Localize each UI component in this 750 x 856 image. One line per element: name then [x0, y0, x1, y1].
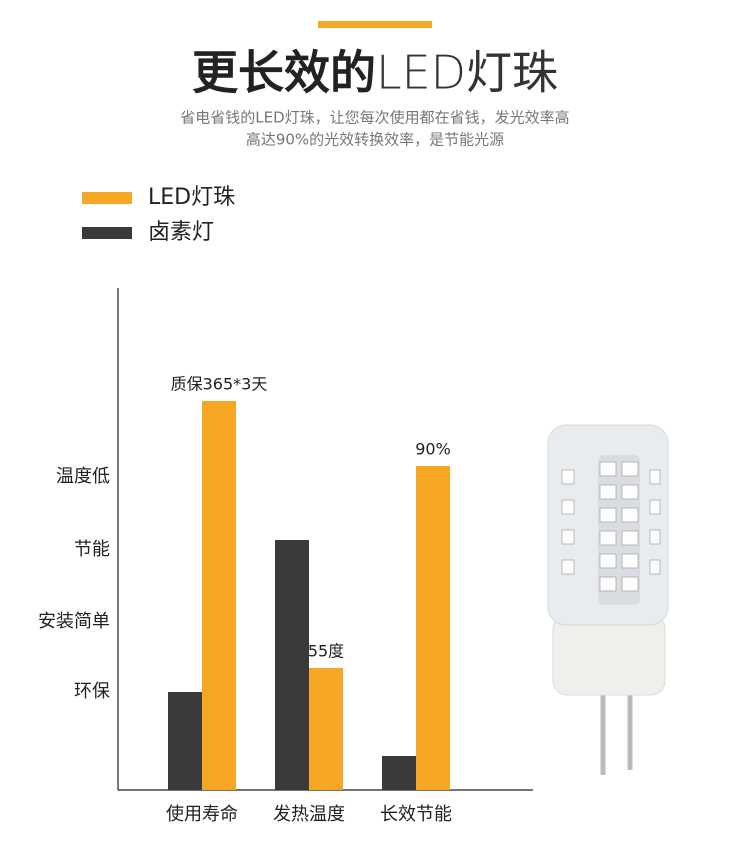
y-tick-label: 节能 [74, 539, 110, 560]
x-tick-label: 使用寿命 [166, 804, 238, 825]
bar [202, 401, 236, 790]
legend-label: 卤素灯 [148, 220, 214, 245]
title-bold: 更长效的 [192, 46, 376, 100]
legend-swatch [82, 227, 132, 239]
x-tick-label: 长效节能 [380, 804, 452, 825]
x-tick-label: 发热温度 [273, 804, 345, 825]
annotation: 90% [415, 440, 451, 459]
title-light: LED灯珠 [376, 46, 558, 100]
subtitle: 高达90%的光效转换效率，是节能光源 [246, 131, 504, 149]
bar [309, 668, 343, 790]
legend-swatch [82, 192, 132, 204]
bar [416, 466, 450, 790]
annotation: 质保365*3天 [171, 375, 268, 394]
y-tick-label: 温度低 [56, 466, 110, 487]
y-tick-label: 环保 [74, 681, 110, 702]
bar [382, 756, 416, 790]
subtitle: 省电省钱的LED灯珠，让您每次使用都在省钱，发光效率高 [180, 109, 569, 127]
y-tick-label: 安装简单 [38, 611, 110, 632]
bar [168, 692, 202, 790]
accent-bar [318, 21, 432, 28]
bulb-illustration [547, 424, 669, 775]
legend-label: LED灯珠 [148, 185, 235, 210]
annotation: 55度 [308, 642, 344, 661]
bar [275, 540, 309, 790]
